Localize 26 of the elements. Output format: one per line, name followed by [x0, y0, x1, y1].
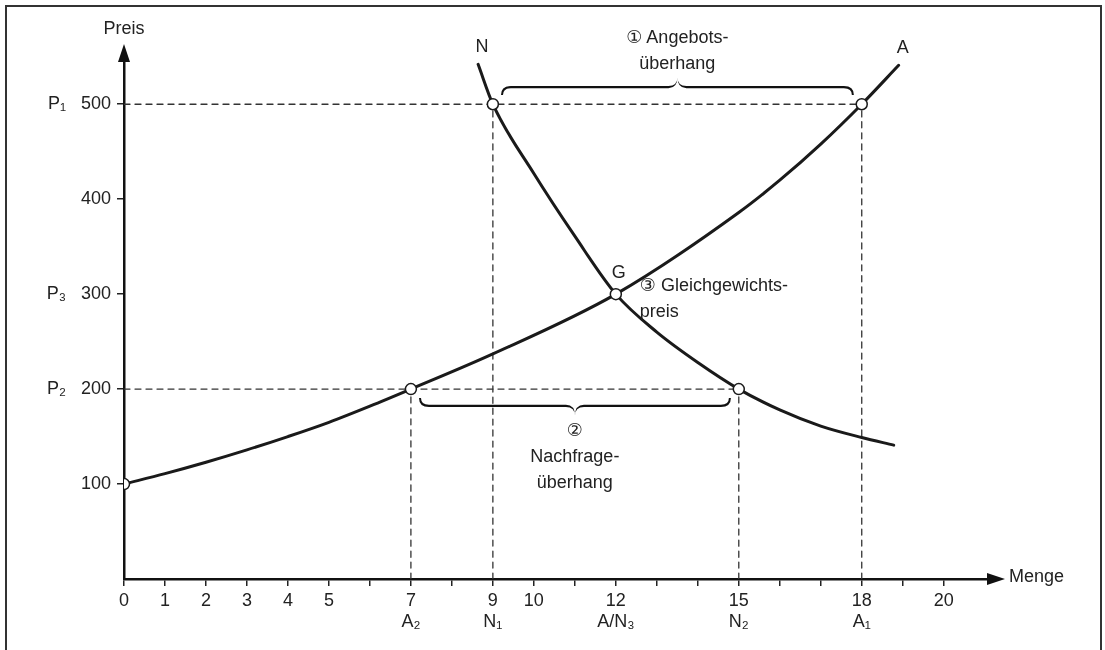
annotation: G [611, 262, 626, 283]
x-tick-label: 4 [282, 589, 293, 610]
y-tick-label: P₃ 300 [46, 283, 111, 304]
x-tick-label: 18 A₁ [851, 589, 872, 632]
annotation: ① Angebots- überhang [626, 27, 729, 74]
y-tick-label: 100 [80, 473, 111, 494]
x-tick-label: 0 [118, 589, 130, 610]
x-tick-label: 12 A/N₃ [597, 589, 635, 632]
y-tick-label: P₂ 200 [46, 378, 111, 399]
x-tick-label: 20 [933, 589, 954, 610]
y-tick-label: 400 [80, 188, 111, 209]
series-label: A [896, 37, 909, 58]
annotation: ③ Gleichgewichts- preis [639, 275, 789, 322]
series-label: N [475, 36, 489, 57]
x-tick-label: 1 [159, 589, 170, 610]
x-tick-label: 3 [241, 589, 252, 610]
x-tick-label: 5 [323, 589, 334, 610]
x-tick-label: 10 [523, 589, 544, 610]
y-tick-label: P₁ 500 [47, 93, 111, 114]
x-tick-label: 2 [200, 589, 211, 610]
x-tick-label: 7 A₂ [401, 589, 421, 632]
x-tick-label: 15 N₂ [728, 589, 749, 632]
x-axis-title: Menge [1009, 565, 1065, 586]
y-axis-title: Preis [103, 17, 145, 38]
x-tick-label: 9 N₁ [483, 589, 503, 632]
annotation: ② Nachfrage- überhang [530, 420, 620, 493]
